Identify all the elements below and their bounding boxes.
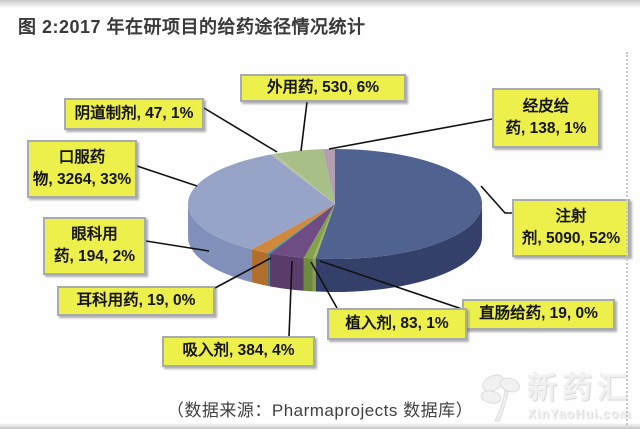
leader-line (328, 118, 493, 150)
leader-line (319, 260, 463, 310)
leader-line (300, 101, 308, 152)
leader-line (145, 240, 210, 252)
watermark-brand: 新药汇 (527, 371, 632, 405)
figure-title: 图 2:2017 年在研项目的给药途径情况统计 (18, 17, 366, 37)
pie-slice-side (188, 204, 252, 283)
top-edge-fade (0, 0, 640, 8)
pie-slice (312, 204, 335, 259)
leader-line (214, 257, 272, 289)
pie-slice (315, 149, 483, 259)
pie-slice-side (251, 249, 268, 286)
leader-line (310, 261, 338, 309)
leader-line (203, 107, 278, 153)
pie-slice (269, 204, 335, 258)
leader-line (136, 165, 198, 187)
pie-slice-side (312, 258, 316, 292)
leader-line (288, 260, 293, 337)
pie-slice (274, 149, 335, 204)
pie-slice (323, 148, 335, 204)
pie-slice-side (315, 204, 482, 292)
pie-slice (188, 154, 335, 250)
pie-slice (267, 204, 335, 254)
watermark-text: 新药汇 XinYaoHui.com (527, 371, 632, 421)
pie-slice-side (303, 257, 313, 292)
leader-line (480, 185, 512, 214)
pie-slice (303, 204, 335, 259)
pie-slice (270, 153, 335, 204)
pie-slice-side (267, 252, 270, 287)
flower-logo-icon (480, 374, 521, 422)
watermark-domain: XinYaoHui.com (527, 406, 632, 421)
data-source-caption: （数据来源：Pharmaprojects 数据库） (166, 401, 474, 420)
watermark: 新药汇 XinYaoHui.com (477, 371, 632, 423)
right-edge-dotted-line (626, 52, 628, 425)
bottom-edge-fade (0, 423, 640, 429)
pie-slice (251, 204, 335, 253)
pie-slice-side (269, 253, 304, 291)
